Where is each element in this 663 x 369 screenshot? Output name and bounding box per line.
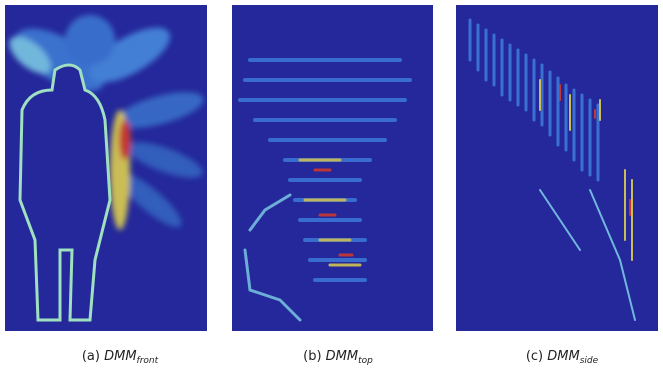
caption-side: (c) DMMside — [526, 349, 599, 366]
caption-subscript: top — [358, 356, 373, 366]
caption-label: (a) — [82, 349, 100, 364]
caption-front: (a) DMMfront — [82, 349, 159, 366]
caption-top: (b) DMMtop — [303, 349, 373, 366]
caption-name: DMM — [547, 349, 579, 364]
caption-label: (b) — [303, 349, 321, 364]
panel-front — [3, 5, 207, 331]
caption-label: (c) — [526, 349, 543, 364]
panel-top — [232, 5, 433, 331]
figure: (a) DMMfront (b) DMMtop (c) DMMside — [0, 0, 663, 369]
page: (a) DMMfront (b) DMMtop (c) DMMside (() … — [0, 0, 663, 369]
panel-side — [456, 5, 658, 331]
caption-name: DMM — [104, 349, 136, 364]
caption-name: DMM — [326, 349, 358, 364]
caption-subscript: side — [580, 356, 599, 366]
caption-subscript: front — [137, 356, 159, 366]
